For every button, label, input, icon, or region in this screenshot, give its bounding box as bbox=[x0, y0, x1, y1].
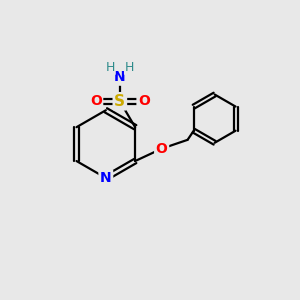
Text: O: O bbox=[156, 142, 168, 156]
Text: S: S bbox=[114, 94, 125, 109]
Text: H: H bbox=[124, 61, 134, 74]
Text: N: N bbox=[114, 70, 126, 84]
Text: O: O bbox=[90, 94, 102, 108]
Text: H: H bbox=[106, 61, 115, 74]
Text: N: N bbox=[100, 171, 112, 185]
Text: O: O bbox=[138, 94, 150, 108]
